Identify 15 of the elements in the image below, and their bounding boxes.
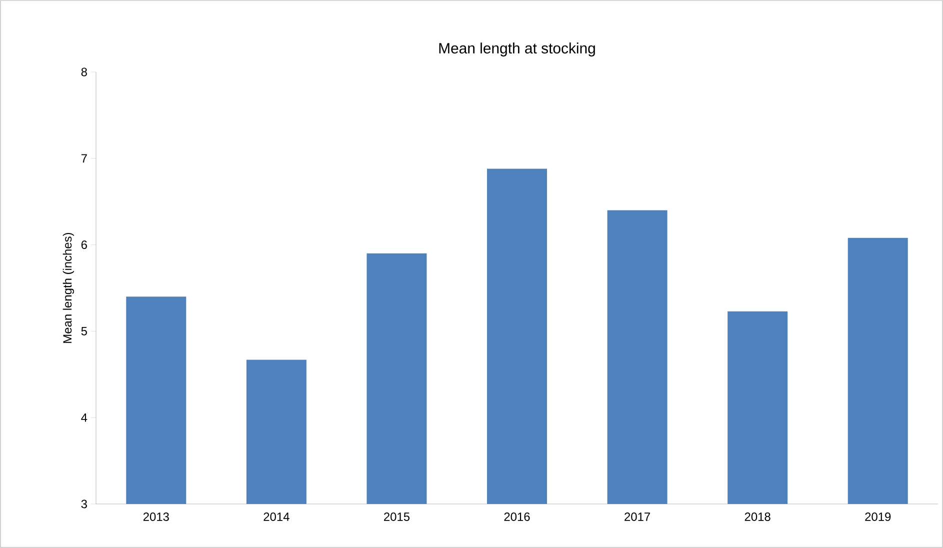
y-tick-label: 3 — [81, 500, 87, 508]
x-tick-label: 2019 — [865, 512, 891, 521]
x-tick-label: 2016 — [504, 512, 530, 521]
y-axis-title: Mean length (inches) — [62, 232, 74, 343]
y-tick-label: 6 — [81, 240, 87, 250]
x-tick-label: 2018 — [744, 512, 770, 521]
y-tick-label: 8 — [81, 68, 87, 76]
y-tick-label: 5 — [81, 327, 87, 336]
x-tick-label: 2017 — [624, 512, 650, 521]
x-tick-label: 2015 — [384, 512, 410, 521]
y-tick-label: 7 — [81, 154, 87, 162]
x-tick-label: 2013 — [143, 512, 169, 521]
y-tick-label: 4 — [81, 413, 88, 422]
x-tick-label: 2014 — [264, 512, 290, 521]
chart-title: Mean length at stocking — [439, 42, 595, 56]
